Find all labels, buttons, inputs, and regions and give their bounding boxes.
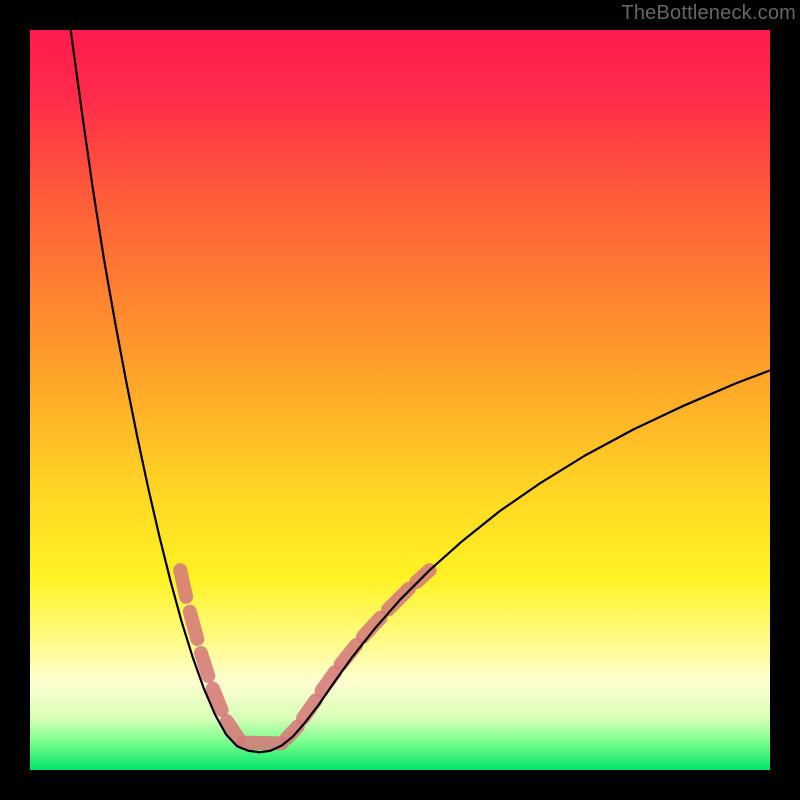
bottleneck-chart bbox=[0, 0, 800, 800]
marker-segment bbox=[243, 743, 281, 744]
marker-segment bbox=[180, 570, 186, 597]
plot-background bbox=[30, 30, 770, 770]
chart-container: TheBottleneck.com bbox=[0, 0, 800, 800]
watermark-text: TheBottleneck.com bbox=[621, 2, 796, 25]
marker-segment bbox=[213, 689, 222, 710]
marker-segment bbox=[201, 653, 208, 676]
marker-segment bbox=[190, 612, 197, 639]
